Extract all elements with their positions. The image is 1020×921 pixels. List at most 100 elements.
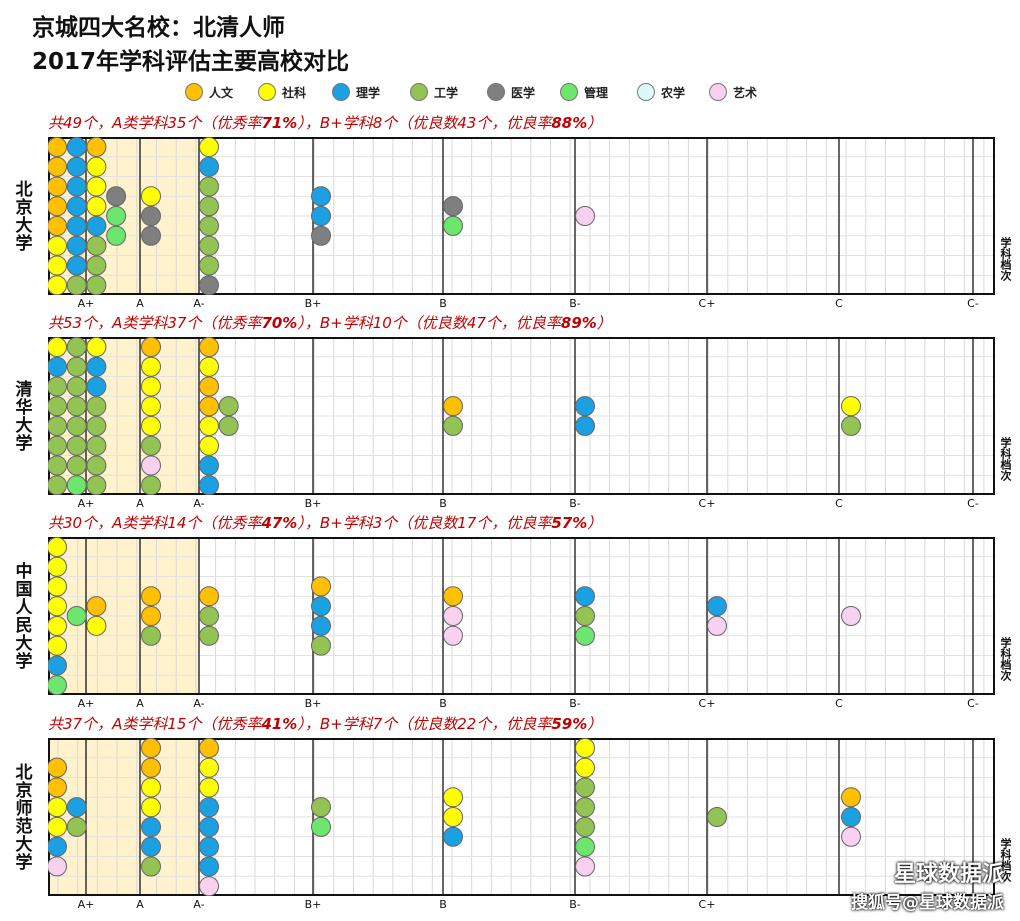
data-point-like bbox=[66, 216, 87, 236]
chart-title-line2: 2017年学科评估主要高校对比 bbox=[32, 49, 350, 75]
summary-suffix: ） bbox=[587, 715, 603, 733]
data-point-sheke bbox=[48, 337, 67, 357]
data-point-gongxue bbox=[66, 816, 87, 837]
legend-item-renwen: 人文 bbox=[185, 80, 233, 104]
data-point-gongxue bbox=[66, 376, 87, 397]
data-point-sheke bbox=[141, 777, 161, 798]
axis-name: 学科档次 bbox=[999, 437, 1012, 481]
tick-label: A+ bbox=[77, 898, 95, 911]
data-point-renwen bbox=[141, 337, 161, 357]
data-point-gongxue bbox=[66, 396, 87, 417]
summary-excellent: 70% bbox=[261, 314, 298, 332]
data-point-like bbox=[66, 235, 87, 256]
data-point-sheke bbox=[86, 615, 107, 636]
tick-label: A- bbox=[193, 898, 205, 911]
tick-label: A bbox=[136, 697, 144, 710]
tick-label: A+ bbox=[77, 497, 95, 510]
data-point-renwen bbox=[48, 156, 67, 177]
data-point-yishu bbox=[48, 856, 67, 877]
data-point-sheke bbox=[443, 807, 463, 827]
data-point-like bbox=[66, 156, 87, 177]
data-point-sheke bbox=[48, 235, 67, 256]
tick-label: A- bbox=[193, 697, 205, 710]
data-point-gongxue bbox=[86, 255, 107, 276]
legend-label: 理学 bbox=[356, 85, 381, 100]
data-point-renwen bbox=[141, 738, 161, 758]
data-point-guanli bbox=[106, 225, 127, 246]
data-point-like bbox=[199, 797, 219, 818]
data-point-sheke bbox=[48, 635, 67, 656]
legend-item-sheke: 社科 bbox=[258, 80, 306, 104]
data-point-like bbox=[86, 356, 107, 377]
data-point-sheke bbox=[199, 757, 219, 778]
data-point-like bbox=[841, 807, 861, 827]
data-point-guanli bbox=[443, 215, 463, 236]
data-point-renwen bbox=[199, 396, 219, 417]
data-point-yixue bbox=[199, 275, 219, 295]
data-point-like bbox=[141, 836, 161, 857]
data-point-renwen bbox=[841, 787, 861, 808]
data-point-sheke bbox=[199, 435, 219, 456]
data-point-renwen bbox=[48, 137, 67, 157]
tick-label: B- bbox=[569, 697, 581, 710]
data-point-sheke bbox=[841, 396, 861, 417]
data-point-gongxue bbox=[218, 396, 239, 417]
tick-label: B+ bbox=[304, 497, 322, 510]
summary-excellent: 71% bbox=[261, 114, 298, 132]
data-point-renwen bbox=[86, 596, 107, 617]
data-point-gongxue bbox=[199, 235, 219, 256]
university-name: 清华大学 bbox=[11, 380, 32, 452]
tick-label: A bbox=[136, 297, 144, 310]
data-point-gongxue bbox=[48, 475, 67, 495]
watermark: 星球数据派 搜狐号@星球数据派 bbox=[851, 856, 1004, 913]
tick-label: A- bbox=[193, 297, 205, 310]
data-point-gongxue bbox=[199, 196, 219, 217]
tick-label: A bbox=[136, 497, 144, 510]
legend: 人文 社科 理学 工学 医学 管理 农学 艺术 bbox=[0, 80, 1020, 104]
data-point-renwen bbox=[141, 757, 161, 778]
summary-good: 88% bbox=[551, 114, 588, 132]
data-point-yishu bbox=[443, 606, 463, 626]
data-point-like bbox=[199, 856, 219, 877]
tick-label: C+ bbox=[698, 697, 716, 710]
data-point-sheke bbox=[141, 376, 161, 397]
data-point-sheke bbox=[199, 777, 219, 798]
axis-name: 学科档次 bbox=[999, 637, 1012, 681]
tick-label: B- bbox=[569, 297, 581, 310]
legend-item-yixue: 医学 bbox=[487, 80, 535, 104]
panel-summary: 共49个，A类学科35个（优秀率71%），B+学科8个（优良数43个，优良率88… bbox=[48, 112, 602, 133]
university-name: 北京师范大学 bbox=[11, 763, 32, 871]
tick-label: B+ bbox=[304, 297, 322, 310]
tick-label: C- bbox=[967, 697, 979, 710]
data-point-guanli bbox=[66, 475, 87, 495]
data-point-sheke bbox=[86, 337, 107, 357]
data-point-sheke bbox=[48, 797, 67, 818]
data-point-gongxue bbox=[48, 396, 67, 417]
tick-label: A+ bbox=[77, 297, 95, 310]
legend-label: 人文 bbox=[209, 85, 234, 100]
data-point-like bbox=[86, 216, 107, 236]
legend-item-gongxue: 工学 bbox=[410, 80, 458, 104]
panel-summary: 共53个，A类学科37个（优秀率70%），B+学科10个（优良数47个，优良率8… bbox=[48, 312, 612, 333]
summary-prefix: 共49个，A类学科35个（优秀率 bbox=[48, 114, 262, 132]
summary-excellent: 47% bbox=[261, 514, 298, 532]
legend-swatch-yixue bbox=[487, 83, 505, 101]
data-point-renwen bbox=[48, 757, 67, 778]
legend-swatch-sheke bbox=[258, 83, 276, 101]
data-point-sheke bbox=[141, 396, 161, 417]
data-point-yixue bbox=[106, 186, 127, 207]
axis-name: 学科档次 bbox=[999, 237, 1012, 281]
summary-excellent: 41% bbox=[261, 715, 298, 733]
summary-mid: ），B+学科7个（优良数22个，优良率 bbox=[297, 715, 552, 733]
data-point-like bbox=[141, 817, 161, 837]
data-point-gongxue bbox=[86, 455, 107, 476]
tick-label: C+ bbox=[698, 297, 716, 310]
summary-prefix: 共37个，A类学科15个（优秀率 bbox=[48, 715, 262, 733]
data-point-yishu bbox=[575, 206, 595, 226]
tick-label: A+ bbox=[77, 697, 95, 710]
data-point-gongxue bbox=[199, 216, 219, 236]
legend-label: 艺术 bbox=[733, 85, 758, 100]
data-point-gongxue bbox=[66, 455, 87, 476]
data-point-sheke bbox=[48, 576, 67, 597]
tick-label: B bbox=[439, 697, 447, 710]
